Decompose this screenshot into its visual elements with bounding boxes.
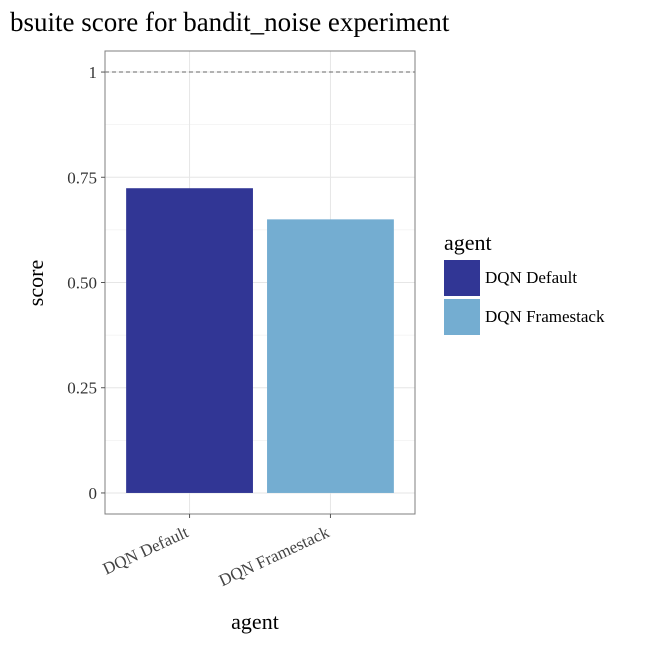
bar-dqn-framestack [267,219,394,493]
y-axis-label: score [23,260,48,306]
bar-dqn-default [126,188,253,493]
legend-title: agent [444,230,492,255]
x-axis-label: agent [231,609,279,634]
y-tick-label: 0.75 [67,168,97,187]
y-tick-label: 0 [89,484,98,503]
plot-panel: 0 0.25 0.50 0.75 1 DQN Default DQN Framestack [67,50,416,590]
legend-swatch-dqn-default [444,260,480,296]
y-tick-label: 1 [89,63,98,82]
x-tick-label: DQN Framestack [216,522,333,590]
legend: agent DQN Default DQN Framestack [444,230,605,335]
y-tick-label: 0.25 [67,379,97,398]
x-tick-label: DQN Default [100,522,192,578]
legend-label-dqn-framestack: DQN Framestack [485,307,605,326]
chart-title: bsuite score for bandit_noise experiment [10,7,450,37]
y-tick-label: 0.50 [67,274,97,293]
legend-label-dqn-default: DQN Default [485,268,577,287]
legend-swatch-dqn-framestack [444,299,480,335]
